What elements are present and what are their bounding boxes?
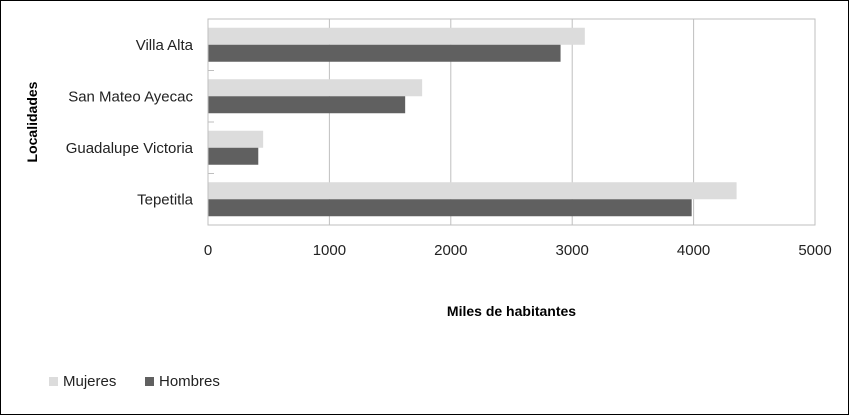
legend-label-hombres: Hombres [159,373,220,390]
legend: Mujeres Hombres [49,373,220,390]
bar-hombres [209,199,692,216]
x-tick-label: 0 [204,242,212,259]
plot-area [208,19,815,225]
x-tick-label: 4000 [677,242,710,259]
x-tick-label: 3000 [556,242,589,259]
category-label: San Mateo Ayecac [68,88,193,105]
category-label: Villa Alta [136,37,194,54]
category-label: Tepetitla [137,191,194,208]
category-label: Guadalupe Victoria [66,140,194,157]
x-tick-labels: 0 1000 2000 3000 4000 5000 [204,242,832,259]
bar-mujeres [209,182,737,199]
legend-swatch-hombres [145,377,154,386]
y-axis-title: Localidades [24,81,40,162]
x-tick-label: 2000 [434,242,467,259]
x-tick-label: 1000 [313,242,346,259]
legend-label-mujeres: Mujeres [63,373,116,390]
bar-mujeres [209,79,423,96]
bar-hombres [209,96,406,113]
bar-mujeres [209,28,585,45]
bar-mujeres [209,131,264,148]
category-labels: Villa Alta San Mateo Ayecac Guadalupe Vict… [66,37,194,209]
bar-hombres [209,148,259,165]
x-axis-title: Miles de habitantes [447,303,576,319]
x-tick-label: 5000 [798,242,831,259]
legend-swatch-mujeres [49,377,58,386]
bar-hombres [209,45,561,62]
